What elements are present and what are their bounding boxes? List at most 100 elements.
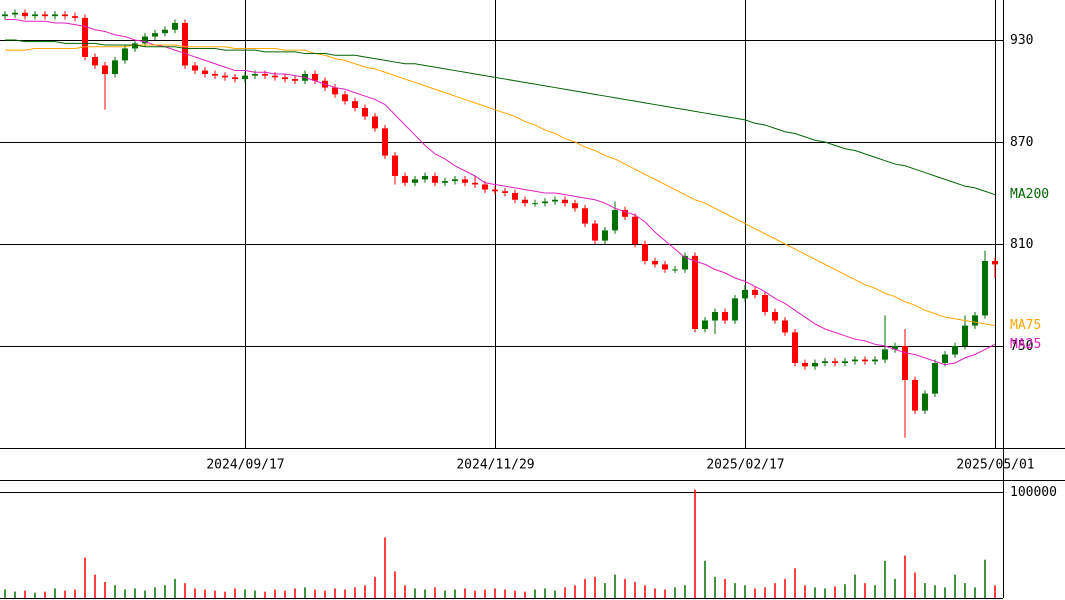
legend-label: MA25 xyxy=(1010,337,1041,352)
x-tick-label: 2024/09/17 xyxy=(206,458,284,473)
candle-body xyxy=(682,255,688,270)
candle-body xyxy=(992,260,998,265)
legend-label: MA200 xyxy=(1010,187,1049,202)
candle-body xyxy=(972,315,978,326)
candle-body xyxy=(82,17,88,57)
candle-body xyxy=(582,208,588,224)
candle-body xyxy=(642,243,648,261)
candle-body xyxy=(252,73,258,76)
candle-body xyxy=(502,191,508,193)
candle-body xyxy=(552,199,558,202)
candle-body xyxy=(432,175,438,183)
candle-body xyxy=(22,12,28,17)
candle-body xyxy=(612,209,618,231)
ma-line xyxy=(5,19,996,366)
candle-body xyxy=(242,75,248,80)
candle-body xyxy=(122,48,128,61)
ma-line xyxy=(5,44,996,327)
candle-body xyxy=(132,43,138,49)
candle-body xyxy=(2,14,8,17)
candle-body xyxy=(422,175,428,180)
candle-body xyxy=(592,223,598,241)
candle-body xyxy=(752,289,758,295)
candle-body xyxy=(412,179,418,183)
candle-body xyxy=(222,75,228,78)
candle-body xyxy=(312,73,318,81)
candle-body xyxy=(272,75,278,78)
candle-body xyxy=(662,264,668,270)
candle-body xyxy=(852,359,858,362)
candle-body xyxy=(602,230,608,241)
candle-body xyxy=(932,362,938,394)
candle-body xyxy=(762,294,768,312)
legend-label: MA75 xyxy=(1010,318,1041,333)
candle-body xyxy=(212,73,218,76)
candle-body xyxy=(812,362,818,367)
candle-body xyxy=(492,189,498,192)
y-tick-label: 930 xyxy=(1010,33,1033,48)
candle-body xyxy=(872,359,878,362)
candle-body xyxy=(92,56,98,66)
candle-body xyxy=(332,87,338,95)
x-tick-label: 2025/02/17 xyxy=(706,458,784,473)
x-tick-label: 2025/05/01 xyxy=(956,458,1034,473)
candle-body xyxy=(142,36,148,44)
candle-body xyxy=(982,260,988,316)
candle-body xyxy=(652,260,658,265)
candle-body xyxy=(372,116,378,129)
candle-body xyxy=(622,209,628,217)
x-tick-label: 2024/11/29 xyxy=(456,458,534,473)
candle-body xyxy=(442,181,448,183)
candle-body xyxy=(482,184,488,190)
candle-body xyxy=(742,289,748,299)
candle-body xyxy=(822,361,828,363)
candle-body xyxy=(352,101,358,108)
candle-body xyxy=(162,29,168,34)
candle-body xyxy=(842,361,848,363)
candle-body xyxy=(802,362,808,367)
candle-body xyxy=(772,311,778,321)
candle-body xyxy=(732,298,738,321)
candle-body xyxy=(522,199,528,204)
candle-body xyxy=(262,73,268,76)
candle-body xyxy=(542,201,548,204)
candle-body xyxy=(382,128,388,156)
candle-body xyxy=(462,179,468,183)
candle-body xyxy=(572,203,578,209)
candle-body xyxy=(42,14,48,17)
candle-body xyxy=(152,33,158,37)
candle-body xyxy=(32,14,38,17)
candle-body xyxy=(512,192,518,200)
candle-body xyxy=(952,345,958,355)
candle-body xyxy=(72,16,78,18)
candle-body xyxy=(962,325,968,346)
candle-body xyxy=(172,22,178,30)
candle-body xyxy=(102,65,108,74)
candle-body xyxy=(562,199,568,204)
candle-body xyxy=(282,77,288,80)
candle-body xyxy=(722,311,728,321)
candle-body xyxy=(62,14,68,17)
candle-body xyxy=(912,379,918,411)
y-tick-label: 870 xyxy=(1010,135,1033,150)
candle-body xyxy=(392,155,398,176)
candle-body xyxy=(792,332,798,363)
candle-body xyxy=(52,14,58,17)
candle-body xyxy=(712,311,718,321)
y-tick-label: 100000 xyxy=(1010,485,1057,500)
candle-body xyxy=(202,70,208,74)
candle-body xyxy=(532,203,538,205)
candle-body xyxy=(832,361,838,363)
candle-body xyxy=(902,345,908,380)
y-tick-label: 810 xyxy=(1010,237,1033,252)
candle-body xyxy=(862,359,868,362)
candle-body xyxy=(232,77,238,80)
candle-body xyxy=(12,12,18,15)
candle-body xyxy=(922,393,928,411)
candle-body xyxy=(342,94,348,102)
candle-body xyxy=(472,182,478,185)
candle-body xyxy=(402,175,408,183)
candle-body xyxy=(702,320,708,329)
